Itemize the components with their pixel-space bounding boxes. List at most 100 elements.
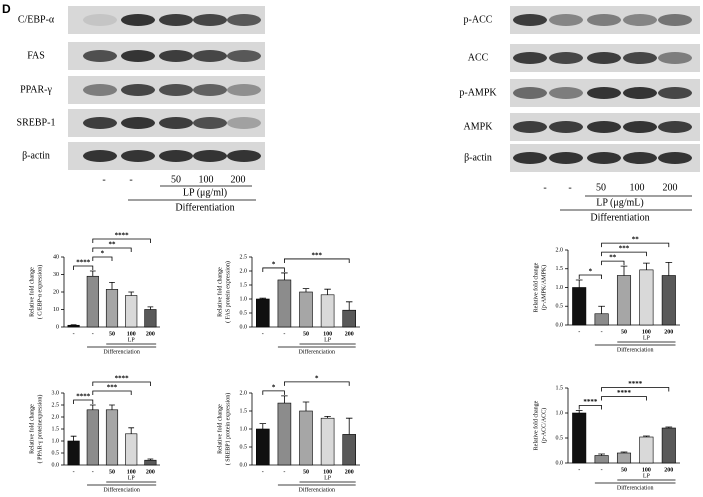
bar <box>572 412 587 464</box>
error-bar <box>259 423 267 429</box>
blot-label: β-actin <box>464 152 492 163</box>
blot-label: AMPK <box>464 121 494 132</box>
error-bar <box>147 458 154 461</box>
y-tick-label: 30 <box>53 272 59 278</box>
bar <box>572 287 587 326</box>
y-tick-label: 1.5 <box>240 408 248 414</box>
blot-band <box>623 14 657 26</box>
blot-band <box>658 121 692 133</box>
significance-label: * <box>589 268 593 276</box>
error-bar <box>665 261 673 276</box>
bar <box>594 455 609 464</box>
y-axis-label: Relative fold change <box>216 267 223 317</box>
y-axis-label: Relative fold change <box>532 262 539 312</box>
blot-band <box>658 14 692 26</box>
significance-label: * <box>272 383 276 391</box>
x-tick-label: 50 <box>303 331 309 337</box>
x-tick-label: - <box>601 467 603 473</box>
y-tick-label: 2.0 <box>240 390 248 396</box>
treatment-label: LP <box>324 475 332 481</box>
blot-band <box>83 14 117 26</box>
error-bar <box>128 427 135 434</box>
blot-band <box>121 117 155 129</box>
lane-label: - <box>102 174 105 185</box>
blot-band <box>658 87 692 99</box>
blot-band <box>121 14 155 26</box>
blot-band <box>83 50 117 62</box>
x-tick-label: 200 <box>146 469 155 475</box>
bar <box>144 459 157 466</box>
significance-label: ** <box>109 241 117 249</box>
blot-band <box>513 52 547 64</box>
blot-band <box>159 14 193 26</box>
blot-band <box>587 52 621 64</box>
y-tick-label: 1.0 <box>556 285 564 291</box>
bar <box>256 298 270 328</box>
significance-bracket <box>92 390 132 395</box>
error-bar <box>281 272 288 280</box>
y-tick-label: 0.0 <box>240 462 248 468</box>
y-tick-label: 10 <box>53 307 59 313</box>
y-tick-label: 0.0 <box>240 324 248 330</box>
error-bar <box>302 401 310 411</box>
blot-band <box>623 152 657 164</box>
x-tick-label: - <box>283 331 285 337</box>
treatment-label: LP <box>643 473 651 479</box>
significance-bracket <box>578 405 602 410</box>
significance-label: **** <box>76 393 91 401</box>
condition-label: Differenciation <box>617 484 654 491</box>
x-tick-label: - <box>73 331 75 337</box>
significance-bracket <box>92 381 151 386</box>
x-tick-label: 50 <box>621 329 627 335</box>
significance-label: **** <box>115 232 130 240</box>
lane-label: 50 <box>596 182 606 193</box>
error-bar <box>665 426 673 428</box>
blot-band <box>623 52 657 64</box>
blot-label: ACC <box>468 52 489 63</box>
bar <box>277 279 292 328</box>
x-tick-label: 200 <box>345 469 354 475</box>
y-tick-label: 0.5 <box>52 450 60 456</box>
x-tick-label: - <box>283 469 285 475</box>
y-axis-label: Relative fold change <box>216 404 223 454</box>
x-tick-label: - <box>92 469 94 475</box>
error-bar <box>259 297 267 299</box>
x-tick-label: 50 <box>303 469 309 475</box>
lane-label: 200 <box>231 174 246 185</box>
error-bar <box>620 451 628 453</box>
condition-label: Differenciation <box>103 348 140 355</box>
y-tick-label: 2.0 <box>556 247 564 253</box>
significance-bracket <box>92 238 151 243</box>
significance-label: **** <box>628 380 643 388</box>
error-bar <box>89 270 96 277</box>
significance-bracket <box>92 247 132 252</box>
blot-band <box>159 84 193 96</box>
bar <box>256 428 270 466</box>
x-tick-label: 200 <box>146 331 155 337</box>
x-tick-label: - <box>73 469 75 475</box>
blot-label: β-actin <box>22 150 50 161</box>
blot-band <box>513 87 547 99</box>
y-tick-label: 2.0 <box>240 268 248 274</box>
blot-band <box>193 117 227 129</box>
bar <box>320 417 335 466</box>
significance-bracket <box>262 267 285 272</box>
blot-label: PPAR-γ <box>20 84 52 95</box>
x-tick-label: 100 <box>642 467 651 473</box>
bar <box>594 313 609 326</box>
y-tick-label: 1.5 <box>52 426 60 432</box>
y-tick-label: 0 <box>56 324 59 330</box>
bar <box>299 291 313 328</box>
blot-band <box>549 152 583 164</box>
error-bar <box>575 410 583 413</box>
treatment-label: LP <box>324 337 332 343</box>
blot-band <box>193 50 227 62</box>
error-bar <box>70 435 77 441</box>
y-tick-label: 0.0 <box>52 462 60 468</box>
y-tick-label: 0.0 <box>556 460 564 466</box>
blot-label: p-ACC <box>464 14 493 25</box>
treatment-label: LP <box>643 335 651 341</box>
y-tick-label: 0.5 <box>240 310 248 316</box>
x-tick-label: 50 <box>109 469 115 475</box>
significance-bracket <box>92 256 113 261</box>
